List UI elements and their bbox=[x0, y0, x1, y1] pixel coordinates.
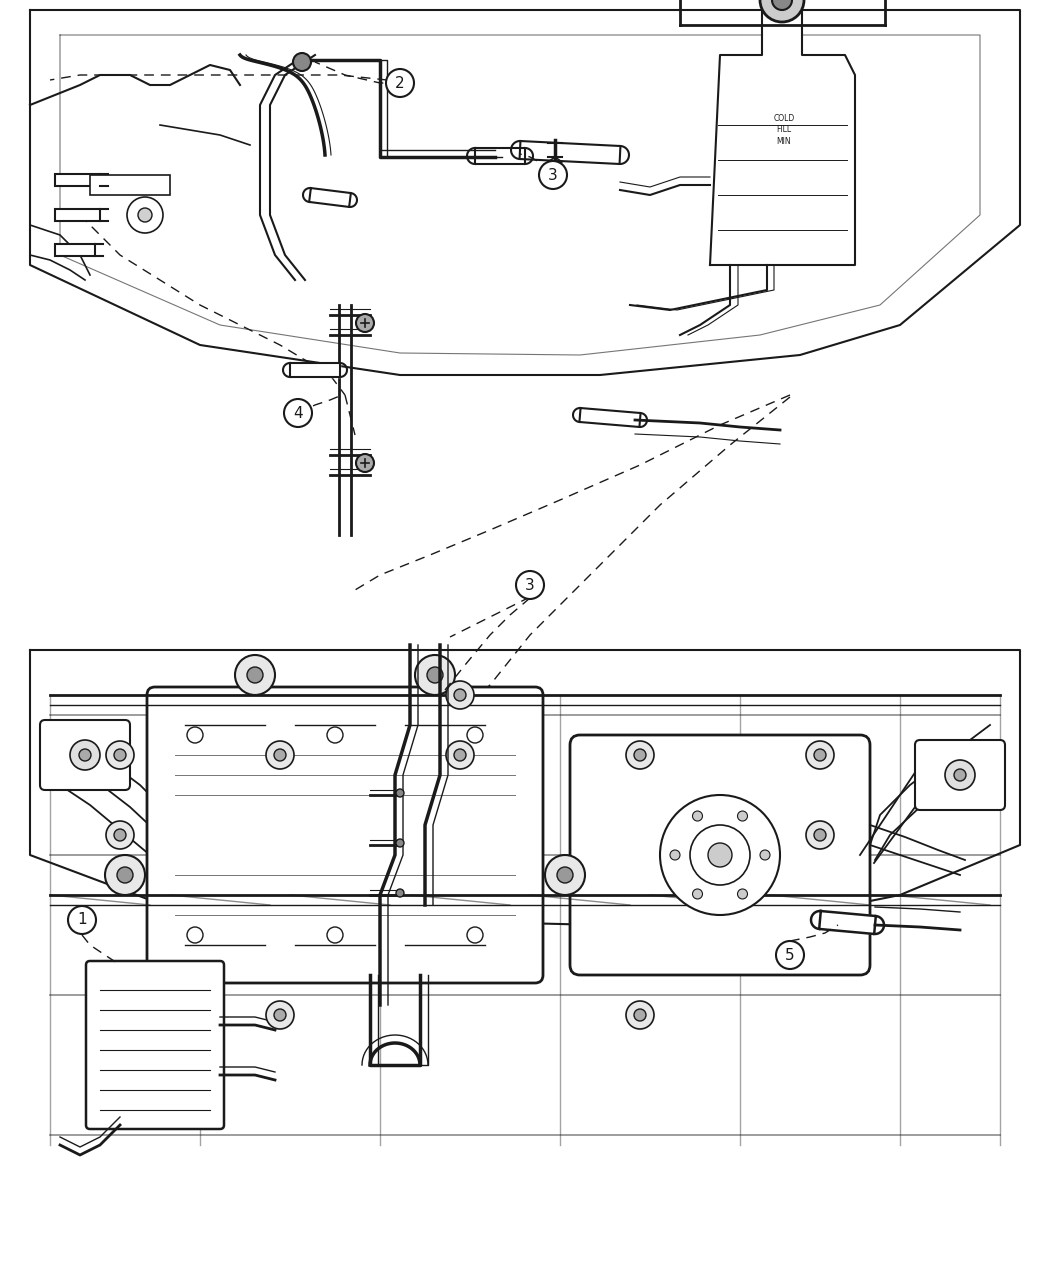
Circle shape bbox=[634, 1009, 646, 1021]
Polygon shape bbox=[309, 187, 351, 207]
Circle shape bbox=[814, 829, 826, 842]
Circle shape bbox=[356, 454, 374, 472]
FancyBboxPatch shape bbox=[40, 720, 130, 790]
Polygon shape bbox=[90, 175, 170, 195]
Text: 3: 3 bbox=[548, 167, 558, 182]
Circle shape bbox=[187, 727, 203, 743]
Circle shape bbox=[945, 760, 975, 790]
Circle shape bbox=[693, 889, 702, 899]
Circle shape bbox=[454, 748, 466, 761]
Polygon shape bbox=[710, 10, 855, 265]
Circle shape bbox=[105, 856, 145, 895]
Polygon shape bbox=[819, 912, 876, 935]
Polygon shape bbox=[475, 148, 525, 164]
Circle shape bbox=[670, 850, 680, 861]
Circle shape bbox=[247, 667, 262, 683]
Circle shape bbox=[545, 856, 585, 895]
Circle shape bbox=[356, 314, 374, 332]
Circle shape bbox=[626, 1001, 654, 1029]
Circle shape bbox=[467, 927, 483, 944]
Circle shape bbox=[626, 741, 654, 769]
Circle shape bbox=[386, 69, 414, 97]
Circle shape bbox=[634, 748, 646, 761]
Circle shape bbox=[327, 927, 343, 944]
Circle shape bbox=[556, 867, 573, 884]
Circle shape bbox=[138, 208, 152, 222]
Circle shape bbox=[106, 821, 134, 849]
Circle shape bbox=[415, 655, 455, 695]
Circle shape bbox=[806, 821, 834, 849]
Circle shape bbox=[737, 811, 748, 821]
Circle shape bbox=[760, 850, 770, 861]
Circle shape bbox=[235, 655, 275, 695]
Text: 4: 4 bbox=[293, 405, 302, 421]
Circle shape bbox=[274, 748, 286, 761]
Text: 2: 2 bbox=[395, 75, 405, 91]
FancyBboxPatch shape bbox=[915, 740, 1005, 810]
Circle shape bbox=[954, 769, 966, 782]
Circle shape bbox=[396, 839, 404, 847]
Circle shape bbox=[454, 688, 466, 701]
FancyBboxPatch shape bbox=[86, 961, 224, 1128]
Circle shape bbox=[266, 741, 294, 769]
Circle shape bbox=[693, 811, 702, 821]
Circle shape bbox=[79, 748, 91, 761]
Circle shape bbox=[776, 941, 804, 969]
Circle shape bbox=[114, 829, 126, 842]
Circle shape bbox=[266, 1001, 294, 1029]
Polygon shape bbox=[520, 142, 621, 164]
Circle shape bbox=[396, 789, 404, 797]
Circle shape bbox=[772, 0, 792, 10]
Circle shape bbox=[539, 161, 567, 189]
Circle shape bbox=[446, 681, 474, 709]
Text: 1: 1 bbox=[78, 913, 87, 927]
Circle shape bbox=[68, 907, 96, 935]
Circle shape bbox=[274, 1009, 286, 1021]
Circle shape bbox=[117, 867, 133, 884]
Circle shape bbox=[284, 399, 312, 427]
Text: COLD
FILL
MIN: COLD FILL MIN bbox=[774, 115, 795, 145]
FancyBboxPatch shape bbox=[570, 734, 870, 975]
Circle shape bbox=[806, 741, 834, 769]
Polygon shape bbox=[290, 363, 340, 377]
Bar bbox=[55, 173, 100, 186]
Circle shape bbox=[446, 741, 474, 769]
Circle shape bbox=[293, 54, 311, 71]
Circle shape bbox=[708, 843, 732, 867]
Circle shape bbox=[114, 748, 126, 761]
Circle shape bbox=[737, 889, 748, 899]
Circle shape bbox=[660, 796, 780, 915]
Bar bbox=[55, 244, 94, 256]
Text: 5: 5 bbox=[785, 947, 795, 963]
FancyBboxPatch shape bbox=[147, 687, 543, 983]
Circle shape bbox=[106, 741, 134, 769]
Circle shape bbox=[467, 727, 483, 743]
Circle shape bbox=[760, 0, 804, 22]
Bar bbox=[55, 209, 100, 221]
Circle shape bbox=[187, 927, 203, 944]
Circle shape bbox=[814, 748, 826, 761]
Circle shape bbox=[427, 667, 443, 683]
Polygon shape bbox=[580, 408, 640, 427]
Circle shape bbox=[516, 571, 544, 599]
Circle shape bbox=[70, 740, 100, 770]
Circle shape bbox=[327, 727, 343, 743]
Text: 3: 3 bbox=[525, 578, 534, 593]
Circle shape bbox=[396, 889, 404, 898]
Circle shape bbox=[690, 825, 750, 885]
